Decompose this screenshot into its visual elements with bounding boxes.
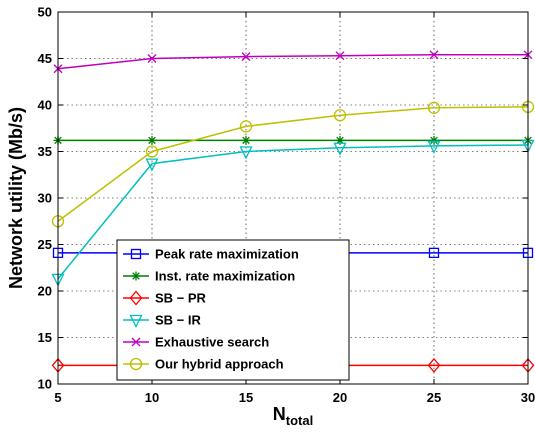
y-tick-label: 50 — [38, 5, 52, 20]
x-tick-label: 20 — [333, 390, 347, 405]
star-marker — [335, 135, 345, 145]
x-marker — [429, 50, 439, 60]
y-tick-label: 25 — [38, 237, 52, 252]
x-marker — [335, 51, 345, 61]
series-line — [57, 144, 529, 280]
x-tick-label: 15 — [239, 390, 253, 405]
star-marker — [131, 271, 141, 281]
square-marker — [428, 247, 440, 259]
legend-label: Peak rate maximization — [155, 247, 299, 262]
circle-marker — [333, 109, 347, 122]
diamond-marker — [129, 290, 143, 306]
x-axis-label-subscript: total — [286, 413, 313, 428]
triangle-marker — [427, 140, 441, 154]
triangle-marker — [333, 142, 347, 156]
series-line — [57, 106, 529, 222]
circle-marker — [239, 120, 253, 133]
legend-label: Inst. rate maximization — [155, 269, 295, 284]
star-marker — [241, 135, 251, 145]
legend-label: SB − PR — [155, 291, 207, 306]
x-axis-label: Ntotal — [273, 404, 313, 428]
legend-entry: SB − PR — [123, 290, 207, 306]
square-marker — [130, 248, 142, 260]
y-axis-label: Network utility (Mb/s) — [6, 107, 26, 289]
y-tick-label: 45 — [38, 51, 52, 66]
x-marker — [147, 54, 157, 63]
star-marker — [147, 135, 157, 145]
series-exhaustive-search — [53, 50, 533, 74]
diamond-marker — [427, 357, 441, 373]
triangle-marker — [239, 146, 253, 160]
x-tick-label: 25 — [427, 390, 441, 405]
legend-entry: Our hybrid approach — [123, 357, 284, 372]
x-axis-label-main: N — [273, 404, 286, 424]
y-tick-label: 10 — [38, 377, 52, 392]
legend-label: Our hybrid approach — [155, 357, 284, 372]
legend: Peak rate maximization Inst. rate maximiz… — [116, 239, 350, 381]
legend-label: Exhaustive search — [155, 335, 269, 350]
legend-entry: Exhaustive search — [123, 335, 269, 350]
y-tick-label: 40 — [38, 98, 52, 113]
x-tick-label: 10 — [145, 390, 159, 405]
y-tick-label: 15 — [38, 330, 52, 345]
x-marker — [131, 337, 141, 347]
circle-marker — [427, 101, 441, 114]
series-line — [57, 54, 528, 70]
star-marker — [429, 135, 439, 145]
legend-label: SB − IR — [155, 313, 201, 328]
x-marker — [241, 52, 251, 62]
legend-entry: SB − IR — [123, 313, 201, 328]
legend-entry: Peak rate maximization — [123, 247, 299, 262]
circle-marker — [145, 145, 159, 158]
triangle-marker — [129, 314, 143, 328]
legend-box — [116, 239, 350, 381]
legend-entry: Inst. rate maximization — [123, 269, 295, 284]
series-sb-ir — [51, 139, 535, 287]
y-tick-label: 35 — [38, 144, 52, 159]
x-tick-label: 5 — [54, 390, 61, 405]
circle-marker — [129, 357, 143, 371]
y-tick-label: 30 — [38, 191, 52, 206]
y-tick-label: 20 — [38, 284, 52, 299]
triangle-marker — [145, 158, 159, 172]
x-tick-label: 30 — [521, 390, 535, 405]
